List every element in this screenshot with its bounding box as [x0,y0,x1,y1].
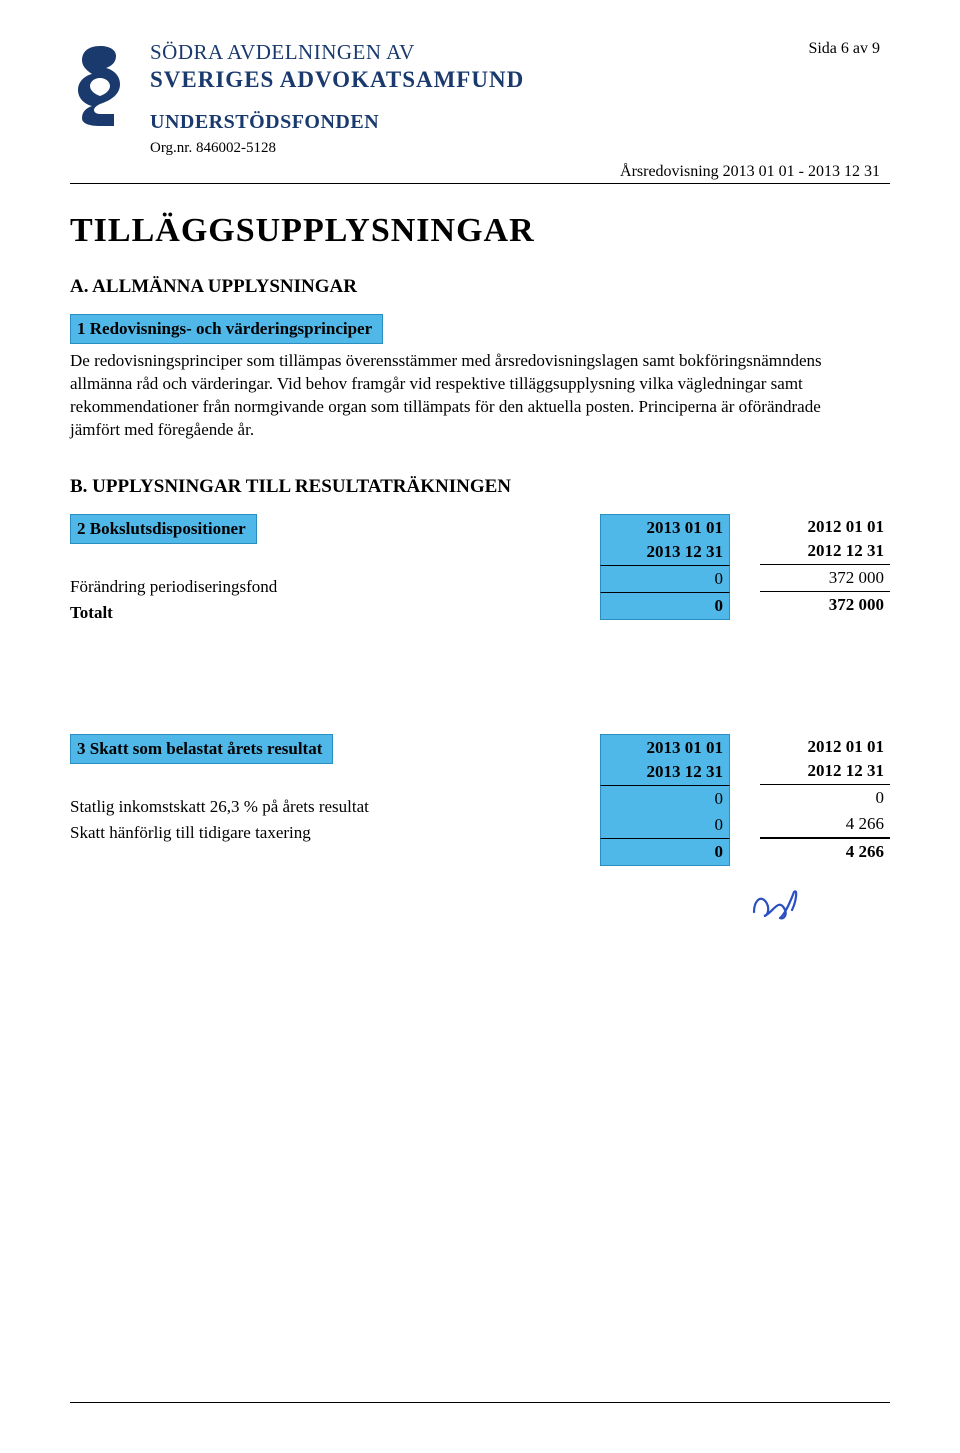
note-3-block: 3 Skatt som belastat årets resultat Stat… [70,734,890,866]
document-header: SÖDRA AVDELNINGEN AV SVERIGES ADVOKATSAM… [70,40,890,157]
note-1-label: 1 Redovisnings- och värderingsprinciper [70,314,383,344]
note-3-current-column: 2013 01 01 2013 12 31 0 0 0 [600,734,730,866]
note-2-total-prev: 372 000 [760,591,890,618]
col-head-current-end: 2013 12 31 [600,760,730,786]
note-2-label: 2 Bokslutsdispositioner [70,514,257,544]
header-rule [70,183,890,184]
note-1-body: De redovisningsprinciper som tillämpas ö… [70,350,860,442]
note-3-prev-column: 2012 01 01 2012 12 31 0 4 266 4 266 [760,734,890,866]
note-3-label: 3 Skatt som belastat årets resultat [70,734,333,764]
col-head-prev-end: 2012 12 31 [760,759,890,785]
org-name-line2: SVERIGES ADVOKATSAMFUND [150,67,890,93]
note-2-row1-current: 0 [600,566,730,592]
section-a-heading: A. ALLMÄNNA UPPLYSNINGAR [70,276,890,298]
note-3-row2-label: Skatt hänförlig till tidigare taxering [70,820,600,846]
report-period: Årsredovisning 2013 01 01 - 2013 12 31 [70,163,890,181]
note-3-total-prev: 4 266 [760,838,890,865]
fund-name: UNDERSTÖDSFONDEN [150,111,890,134]
page-number: Sida 6 av 9 [808,40,880,58]
initials-signature [750,884,800,933]
org-number: Org.nr. 846002-5128 [150,140,890,157]
col-head-current-end: 2013 12 31 [600,540,730,566]
main-title: TILLÄGGSUPPLYSNINGAR [70,212,890,250]
note-3-row2-current: 0 [600,812,730,838]
note-3-row2-prev: 4 266 [760,811,890,838]
col-head-prev-start: 2012 01 01 [760,514,890,539]
section-sign-logo [70,44,130,131]
org-name-line1: SÖDRA AVDELNINGEN AV [150,40,890,65]
note-2-row1-label: Förändring periodiseringsfond [70,574,600,600]
note-3-row1-prev: 0 [760,785,890,811]
section-b-heading: B. UPPLYSNINGAR TILL RESULTATRÄKNINGEN [70,476,890,498]
note-2-current-column: 2013 01 01 2013 12 31 0 0 [600,514,730,620]
footer-rule [70,1402,890,1403]
note-3-row1-current: 0 [600,786,730,812]
note-2-row1-prev: 372 000 [760,565,890,591]
note-2-total-current: 0 [600,592,730,620]
col-head-current-start: 2013 01 01 [600,514,730,540]
col-head-current-start: 2013 01 01 [600,734,730,760]
note-3-row1-label: Statlig inkomstskatt 26,3 % på årets res… [70,794,600,820]
col-head-prev-start: 2012 01 01 [760,734,890,759]
col-head-prev-end: 2012 12 31 [760,539,890,565]
note-2-prev-column: 2012 01 01 2012 12 31 372 000 372 000 [760,514,890,620]
note-3-total-current: 0 [600,838,730,866]
note-2-total-label: Totalt [70,600,600,626]
note-2-block: 2 Bokslutsdispositioner Förändring perio… [70,514,890,626]
